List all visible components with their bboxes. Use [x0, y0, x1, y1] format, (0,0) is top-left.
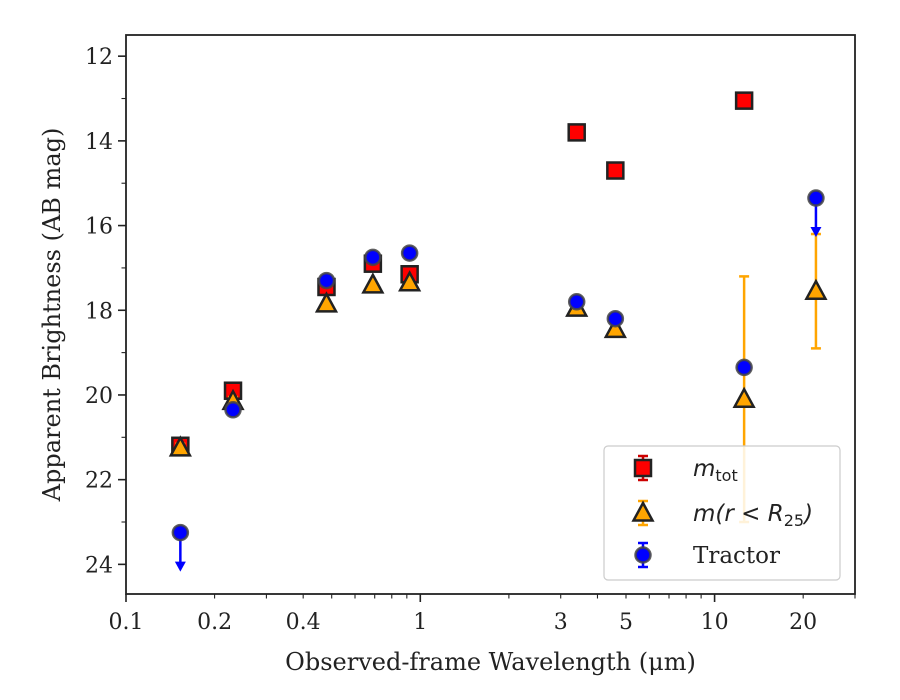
m-r25-marker	[168, 435, 192, 457]
tractor-marker	[807, 189, 825, 207]
tractor-marker	[317, 271, 336, 290]
y-axis-title: Apparent Brightness (AB mag)	[38, 128, 66, 503]
m-r25-marker	[398, 270, 422, 292]
legend-marker	[631, 500, 655, 522]
series-tractor	[171, 189, 825, 572]
y-tick-label: 20	[85, 384, 113, 409]
upper-limit-arrow-head	[174, 561, 186, 572]
upper-limit-arrow-head	[810, 227, 822, 238]
m-r25-marker	[361, 272, 385, 294]
x-tick-label: 0.2	[197, 610, 232, 635]
legend: mtot m(r < R25) Tractor	[603, 445, 841, 581]
mtot-marker	[734, 91, 754, 110]
tractor-marker	[567, 293, 586, 311]
tractor-marker	[735, 358, 753, 377]
x-tick-label: 0.4	[286, 610, 321, 635]
x-axis: 0.1 0.2 0.4 1 3 5 10 20	[109, 594, 856, 635]
legend-entry: mtot	[633, 454, 738, 485]
m-r25-marker	[603, 316, 627, 339]
y-axis: 12 14 16 18 20 22 24	[85, 45, 126, 578]
legend-marker	[633, 458, 653, 478]
y-tick-label: 12	[85, 45, 113, 70]
y-tick-label: 18	[85, 299, 113, 324]
x-tick-label: 3	[554, 610, 568, 635]
legend-entry: Tractor	[634, 541, 780, 569]
m-r25-marker	[732, 386, 756, 408]
x-tick-label: 0.1	[109, 610, 144, 635]
legend-marker	[634, 546, 652, 564]
m-r25-marker	[314, 291, 339, 313]
legend-entry: m(r < R25)	[631, 499, 813, 530]
y-tick-label: 24	[85, 553, 113, 578]
m-r25-marker	[804, 278, 828, 300]
tractor-marker	[364, 248, 382, 267]
x-tick-label: 10	[701, 610, 729, 635]
x-axis-title: Observed-frame Wavelength (μm)	[285, 648, 696, 676]
mtot-marker	[567, 123, 586, 142]
tractor-marker	[400, 244, 419, 262]
series-mtot	[171, 91, 754, 456]
y-tick-label: 22	[85, 469, 113, 494]
legend-label: Tractor	[693, 543, 780, 569]
legend-label: m(r < R25)	[693, 501, 813, 530]
mtot-marker	[606, 161, 625, 180]
x-tick-label: 5	[619, 610, 633, 635]
legend-box	[603, 445, 841, 581]
legend-label: mtot	[693, 456, 738, 485]
tractor-marker	[224, 401, 242, 419]
tractor-marker	[606, 309, 625, 328]
tractor-marker	[171, 523, 190, 542]
y-tick-label: 16	[85, 215, 113, 240]
x-tick-label: 1	[413, 610, 427, 635]
plot-frame	[125, 34, 856, 595]
x-tick-label: 20	[789, 610, 817, 635]
y-tick-label: 14	[85, 130, 113, 155]
